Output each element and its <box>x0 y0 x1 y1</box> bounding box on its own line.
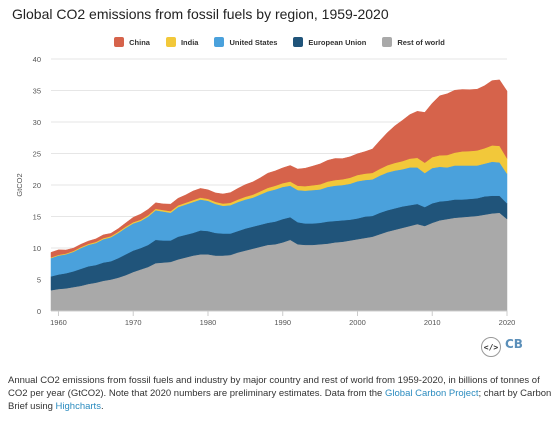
x-tick-label: 2000 <box>349 318 366 327</box>
x-tick-label: 1960 <box>50 318 67 327</box>
legend: China India United States European Union… <box>0 37 559 47</box>
legend-item-rest-of-world[interactable]: Rest of world <box>382 37 445 47</box>
y-tick-label: 30 <box>33 118 41 127</box>
y-tick-label: 5 <box>37 276 41 285</box>
area-chart: 0 5 10 15 20 25 30 35 40 1960 1970 1980 1990 2000 201… <box>15 55 516 327</box>
legend-label-united-states: United States <box>229 37 278 47</box>
legend-swatch-india <box>165 37 176 47</box>
caption-text-2: ; chart by Carbon Brief using <box>8 388 552 412</box>
x-tick-label: 2020 <box>499 318 516 327</box>
area-china[interactable] <box>50 79 508 258</box>
legend-item-india[interactable]: India <box>165 37 199 47</box>
global-carbon-project-link[interactable]: Global Carbon Project <box>385 388 479 399</box>
x-tick-label: 2010 <box>424 318 441 327</box>
legend-swatch-rest-of-world <box>382 37 393 47</box>
stacked-areas <box>50 79 508 312</box>
x-tick-label: 1970 <box>125 318 142 327</box>
legend-label-rest-of-world: Rest of world <box>397 37 445 47</box>
y-tick-label: 35 <box>33 87 41 96</box>
y-axis-label: GtCO2 <box>15 173 24 196</box>
carbon-brief-logo: CB <box>505 337 523 351</box>
y-tick-label: 25 <box>33 150 41 159</box>
y-tick-label: 0 <box>37 307 41 316</box>
x-axis: 1960 1970 1980 1990 2000 2010 2020 <box>50 310 516 327</box>
y-tick-label: 10 <box>33 244 41 253</box>
legend-swatch-china <box>114 37 125 47</box>
chart-caption: Annual CO2 emissions from fossil fuels a… <box>8 374 553 413</box>
y-axis: 0 5 10 15 20 25 30 35 40 <box>33 55 41 316</box>
highcharts-link[interactable]: Highcharts <box>55 401 101 412</box>
caption-text-3: . <box>100 401 104 412</box>
chart-title: Global CO2 emissions from fossil fuels b… <box>12 6 389 22</box>
code-embed-icon[interactable]: </> <box>481 337 501 357</box>
legend-swatch-european-union <box>293 37 304 47</box>
y-tick-label: 40 <box>33 55 41 64</box>
legend-item-united-states[interactable]: United States <box>214 37 277 47</box>
legend-label-china: China <box>129 37 150 47</box>
legend-label-india: India <box>180 37 199 47</box>
caption-text-1: Annual CO2 emissions from fossil fuels a… <box>8 375 540 399</box>
y-tick-label: 20 <box>33 181 41 190</box>
x-tick-label: 1980 <box>200 318 217 327</box>
x-tick-label: 1990 <box>274 318 291 327</box>
y-tick-label: 15 <box>33 213 41 222</box>
legend-item-china[interactable]: China <box>114 37 150 47</box>
legend-swatch-united-states <box>214 37 225 47</box>
legend-label-european-union: European Union <box>308 37 367 47</box>
legend-item-european-union[interactable]: European Union <box>293 37 366 47</box>
